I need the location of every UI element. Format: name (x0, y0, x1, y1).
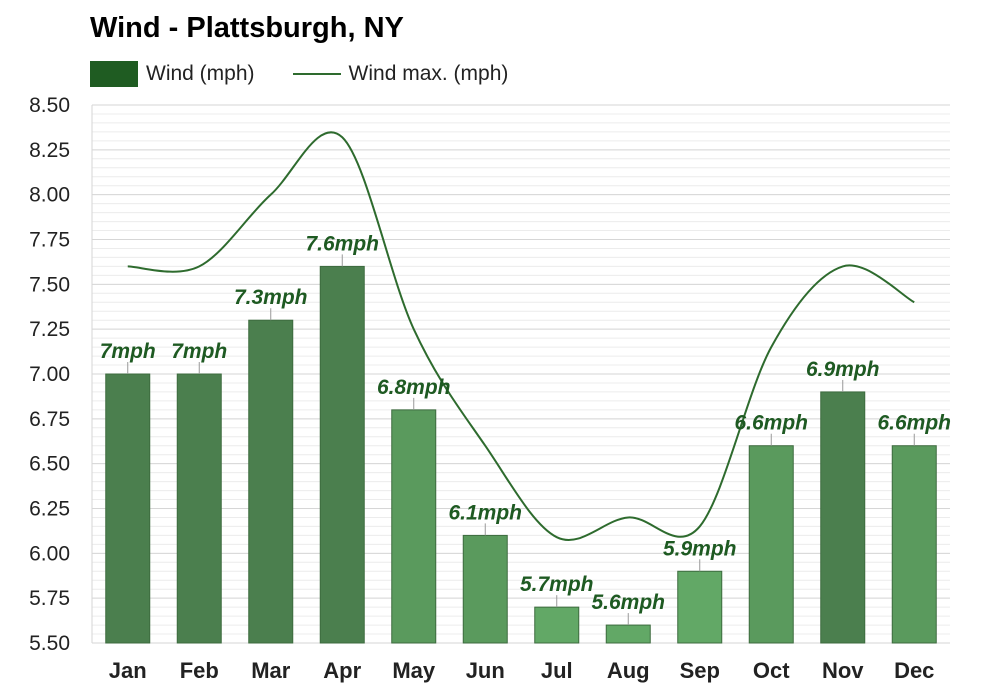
x-tick-label: Jun (466, 658, 505, 683)
x-tick-label: Dec (894, 658, 934, 683)
x-tick-label: Nov (822, 658, 864, 683)
x-tick-label: Jul (541, 658, 573, 683)
bar-jan[interactable] (105, 373, 151, 644)
bar-sep[interactable] (677, 570, 723, 644)
data-label: 6.6mph (734, 412, 808, 435)
y-tick-label: 8.50 (29, 94, 70, 117)
data-label: 5.6mph (591, 591, 665, 614)
data-label: 7.6mph (305, 232, 379, 255)
data-label: 7.3mph (234, 286, 308, 309)
y-tick-label: 7.50 (29, 273, 70, 296)
bar-aug[interactable] (605, 624, 651, 644)
bar-nov[interactable] (820, 391, 866, 644)
grid-layer (92, 104, 950, 644)
bar-jul[interactable] (534, 606, 580, 644)
bar-may[interactable] (391, 409, 437, 644)
chart-title: Wind - Plattsburgh, NY (90, 12, 404, 44)
legend-label-wind-max: Wind max. (mph) (348, 62, 509, 85)
legend-item-wind[interactable]: Wind (mph) (90, 61, 255, 87)
line-layer (127, 131, 915, 541)
data-label: 7mph (100, 340, 156, 363)
y-tick-label: 5.75 (29, 587, 70, 610)
data-label: 6.1mph (448, 501, 522, 524)
legend-swatch-bar (90, 61, 138, 87)
x-tick-label: Mar (251, 658, 291, 683)
bar-dec[interactable] (891, 445, 937, 644)
label-layer: 7mph 7mph7.3mph7.6mph6.8mph6.1mph5.7mph5.… (100, 232, 951, 614)
x-tick-label: Apr (323, 658, 361, 683)
data-label: 6.9mph (806, 358, 880, 381)
y-tick-label: 8.00 (29, 184, 70, 207)
legend: Wind (mph) Wind max. (mph) (90, 60, 546, 88)
x-tick-label: Sep (680, 658, 720, 683)
data-label: 6.8mph (377, 376, 451, 399)
x-tick-label: Feb (180, 658, 219, 683)
x-tick-label: Oct (753, 658, 790, 683)
bar-jun[interactable] (462, 534, 508, 644)
data-label: 5.7mph (520, 573, 594, 596)
y-tick-label: 7.75 (29, 229, 70, 252)
bar-mar[interactable] (248, 319, 294, 644)
y-tick-label: 5.50 (29, 632, 70, 655)
bar-layer (105, 254, 937, 644)
legend-label-wind: Wind (mph) (146, 62, 255, 85)
wind-max-line[interactable] (127, 131, 915, 541)
y-tick-label: 8.25 (29, 139, 70, 162)
y-tick-label: 7.25 (29, 318, 70, 341)
bar-oct[interactable] (748, 445, 794, 644)
data-label: 5.9mph (663, 537, 737, 560)
x-tick-label: Jan (109, 658, 147, 683)
y-tick-label: 6.00 (29, 542, 70, 565)
data-label: 6.6mph (877, 412, 951, 435)
legend-swatch-line (292, 73, 341, 75)
data-label: 7mph (171, 340, 227, 363)
y-tick-label: 7.00 (29, 363, 70, 386)
bar-apr[interactable] (319, 265, 365, 644)
x-tick-label: May (392, 658, 436, 683)
y-tick-label: 6.25 (29, 498, 70, 521)
axis-layer: 5.50 5.75 6.00 6.25 6.50 6.75 7.00 7.25 7.50 7.75… (29, 94, 934, 683)
y-tick-label: 6.50 (29, 453, 70, 476)
bar-feb[interactable] (176, 373, 222, 644)
x-tick-label: Aug (607, 658, 650, 683)
legend-item-wind-max[interactable]: Wind max. (mph) (292, 62, 509, 86)
y-tick-label: 6.75 (29, 408, 70, 431)
